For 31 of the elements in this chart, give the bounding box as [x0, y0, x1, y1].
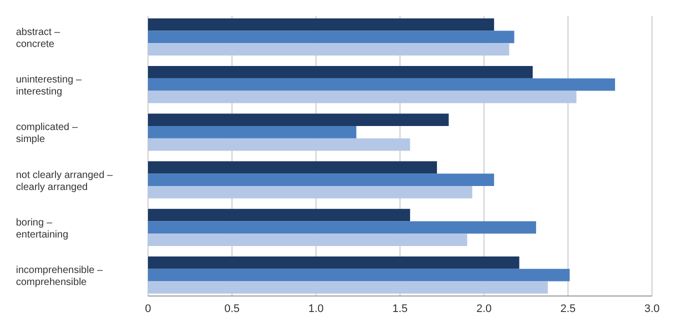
bar — [148, 66, 533, 78]
bar — [148, 268, 570, 282]
bar — [148, 161, 437, 174]
y-tick-label: uninteresting – interesting — [16, 74, 82, 98]
y-tick-label: complicated – simple — [16, 122, 78, 146]
y-tick-label: incomprehensible – comprehensible — [16, 265, 104, 288]
y-tick-label: boring – entertaining — [16, 217, 68, 240]
x-tick-label: 0.5 — [224, 303, 240, 315]
x-tick-label: 0 — [144, 303, 152, 315]
bar — [148, 138, 410, 151]
y-tick-label: not clearly arranged – clearly arranged — [16, 170, 114, 193]
x-tick-label: 2.0 — [476, 303, 492, 315]
bar — [148, 30, 514, 44]
bar — [148, 18, 494, 31]
x-tick-label: 1.0 — [308, 303, 324, 315]
bar — [148, 78, 616, 91]
bar — [148, 90, 576, 104]
bar — [148, 114, 449, 126]
bar — [148, 221, 536, 234]
bar — [148, 208, 410, 222]
y-tick-label: abstract – concrete — [16, 26, 60, 50]
x-tick-label: 3.0 — [644, 303, 660, 315]
bar — [148, 43, 510, 56]
bar — [148, 186, 472, 198]
bar — [148, 234, 468, 246]
bar — [148, 174, 494, 186]
x-tick-label: 1.5 — [392, 303, 408, 315]
bar — [148, 281, 548, 294]
bar — [148, 256, 520, 269]
bar — [148, 126, 356, 138]
x-tick-label: 2.5 — [560, 303, 576, 315]
